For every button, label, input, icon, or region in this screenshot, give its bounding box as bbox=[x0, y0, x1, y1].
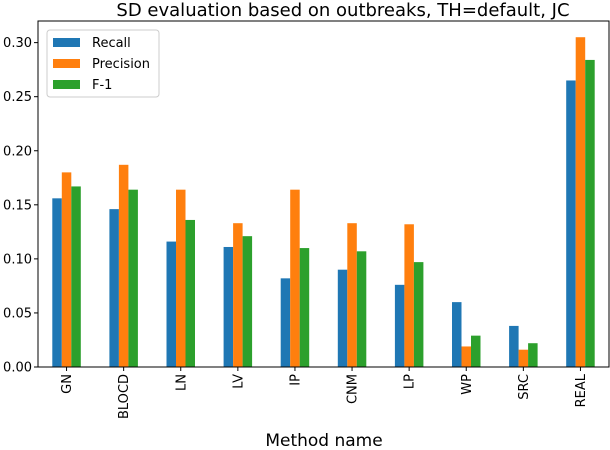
legend-swatch-f-1 bbox=[53, 80, 80, 89]
bar-precision-wp bbox=[461, 346, 471, 367]
bar-f-1-ip bbox=[299, 248, 310, 367]
y-tick-label: 0.30 bbox=[3, 36, 32, 51]
bar-recall-real bbox=[566, 80, 576, 367]
legend-label: Recall bbox=[92, 36, 131, 51]
bar-f-1-src bbox=[528, 343, 538, 367]
bar-recall-src bbox=[509, 325, 519, 367]
bar-precision-ln bbox=[176, 189, 186, 367]
chart-title: SD evaluation based on outbreaks, TH=def… bbox=[116, 0, 569, 21]
x-tick-label: WP bbox=[460, 374, 475, 395]
x-tick-label: IP bbox=[288, 374, 303, 386]
bar-f-1-lp bbox=[413, 262, 424, 367]
x-axis-label: Method name bbox=[265, 431, 382, 450]
x-tick-label: LN bbox=[174, 374, 189, 391]
legend-label: F-1 bbox=[92, 78, 112, 93]
bar-recall-cnm bbox=[337, 269, 348, 367]
bar-recall-wp bbox=[452, 302, 462, 367]
bar-precision-gn bbox=[61, 172, 72, 367]
legend-label: Precision bbox=[92, 57, 150, 72]
x-tick-label: SRC bbox=[517, 374, 532, 400]
bar-precision-cnm bbox=[347, 223, 357, 367]
bar-f-1-cnm bbox=[356, 251, 367, 367]
y-axis: 0.00 0.05 0.10 0.15 0.20 0.25 0.30 bbox=[3, 36, 38, 376]
bar-f-1-real bbox=[585, 59, 595, 368]
bar-f-1-wp bbox=[471, 335, 481, 367]
x-axis: GN BLOCD LN LV IP CNM LP WP SRC REAL bbox=[60, 367, 589, 419]
x-tick-label: REAL bbox=[574, 373, 589, 407]
y-tick-label: 0.05 bbox=[3, 306, 32, 321]
bar-recall-gn bbox=[52, 198, 62, 367]
legend-swatch-precision bbox=[53, 59, 80, 68]
bar-precision-real bbox=[575, 37, 586, 367]
y-tick-label: 0.20 bbox=[3, 144, 32, 159]
bar-recall-ip bbox=[280, 278, 291, 367]
bar-recall-blocd bbox=[109, 209, 119, 367]
y-tick-label: 0.25 bbox=[3, 90, 32, 105]
y-tick-label: 0.15 bbox=[3, 198, 32, 213]
x-tick-label: LP bbox=[403, 374, 418, 389]
bar-recall-ln bbox=[166, 241, 176, 367]
bar-f-1-ln bbox=[185, 219, 195, 367]
bar-precision-lv bbox=[233, 223, 243, 367]
bar-f-1-gn bbox=[71, 186, 81, 367]
x-tick-label: GN bbox=[60, 374, 75, 394]
bar-precision-ip bbox=[290, 189, 300, 367]
bars-group bbox=[52, 37, 595, 368]
legend: Recall Precision F-1 bbox=[46, 29, 160, 98]
y-tick-label: 0.00 bbox=[3, 361, 32, 376]
y-tick-label: 0.10 bbox=[3, 252, 32, 267]
bar-f-1-lv bbox=[242, 236, 253, 367]
legend-swatch-recall bbox=[53, 38, 80, 47]
bar-precision-blocd bbox=[118, 164, 129, 367]
plot-frame bbox=[37, 20, 610, 368]
bar-recall-lv bbox=[223, 246, 234, 367]
x-tick-label: CNM bbox=[346, 374, 361, 404]
bar-precision-src bbox=[518, 349, 529, 367]
bar-recall-lp bbox=[394, 284, 405, 367]
x-tick-label: LV bbox=[231, 374, 246, 389]
bar-precision-lp bbox=[404, 224, 414, 367]
x-tick-label: BLOCD bbox=[117, 374, 132, 419]
bar-f-1-blocd bbox=[128, 189, 138, 367]
